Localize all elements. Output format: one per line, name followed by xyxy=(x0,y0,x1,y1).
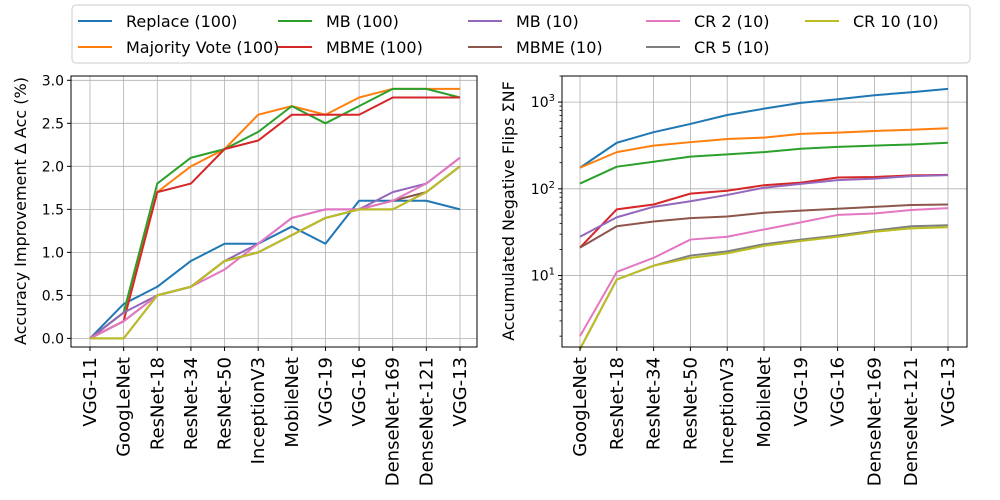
legend-entry: CR 5 (10) xyxy=(646,38,769,57)
legend-entry: CR 2 (10) xyxy=(646,12,769,31)
series-line xyxy=(89,199,461,340)
x-tick-label: DenseNet-169 xyxy=(383,357,404,486)
series-line xyxy=(89,156,461,340)
y-tick-label: 101 xyxy=(531,267,555,285)
right-axes-frame xyxy=(561,75,968,348)
series-line xyxy=(89,87,461,340)
x-tick-label: VGG-19 xyxy=(315,357,336,427)
x-tick-label: ResNet-50 xyxy=(215,357,236,450)
right-chart: 101 102 103 GoogLeNet ResNet-18 ResNet-34 Res… xyxy=(499,75,968,486)
legend-label: Replace (100) xyxy=(126,12,237,31)
x-tick-label: ResNet-34 xyxy=(644,357,665,450)
series-line xyxy=(579,173,949,249)
legend-entry: MBME (10) xyxy=(468,38,603,57)
x-tick-label: VGG-13 xyxy=(450,357,471,427)
legend-label: Majority Vote (100) xyxy=(126,38,279,57)
y-tick-label: 103 xyxy=(531,93,555,111)
legend-label: MBME (10) xyxy=(516,38,603,57)
x-tick-label: DenseNet-121 xyxy=(416,357,437,486)
left-y-axis-label: Accuracy Improvement Δ Acc (%) xyxy=(11,77,30,345)
x-tick-label: DenseNet-169 xyxy=(864,357,885,486)
legend-label: CR 5 (10) xyxy=(694,38,769,57)
y-tick-label: 1.0 xyxy=(42,245,64,261)
x-tick-label: ResNet-18 xyxy=(147,357,168,450)
y-tick-label: 0.5 xyxy=(42,288,64,304)
series-line xyxy=(579,207,949,337)
y-tick-label: 0.0 xyxy=(42,331,64,347)
legend-label: MB (100) xyxy=(326,12,399,31)
legend-entry: Replace (100) xyxy=(78,12,237,31)
series-line xyxy=(579,127,949,169)
series-line xyxy=(579,226,949,350)
left-axes-frame xyxy=(70,75,478,348)
legend-entry: CR 10 (10) xyxy=(805,12,939,31)
x-tick-label: ResNet-18 xyxy=(607,357,628,450)
series-line xyxy=(90,165,461,340)
legend-entry: Majority Vote (100) xyxy=(78,38,279,57)
series-line xyxy=(579,174,949,238)
x-tick-label: VGG-16 xyxy=(349,357,370,427)
legend-frame xyxy=(71,4,971,64)
y-tick-label: 2.5 xyxy=(42,116,64,132)
series-line xyxy=(579,203,949,249)
x-tick-label: DenseNet-121 xyxy=(901,357,922,486)
x-tick-label: VGG-11 xyxy=(80,357,101,427)
x-tick-label: VGG-16 xyxy=(828,357,849,427)
x-tick-label: InceptionV3 xyxy=(248,357,269,464)
x-tick-label: MobileNet xyxy=(282,357,303,448)
x-tick-label: MobileNet xyxy=(754,357,775,448)
legend-entry: MBME (100) xyxy=(278,38,423,57)
x-tick-label: GoogLeNet xyxy=(114,357,135,457)
y-tick-label: 2.0 xyxy=(42,159,64,175)
y-tick-label: 102 xyxy=(531,180,555,198)
series-line xyxy=(89,96,460,340)
x-tick-label: ResNet-34 xyxy=(181,357,202,450)
left-chart: 0.0 0.5 1.0 1.5 2.0 2.5 3.0 VGG-11 GoogLeNet Res… xyxy=(11,73,478,486)
legend-label: CR 10 (10) xyxy=(853,12,939,31)
x-tick-label: InceptionV3 xyxy=(717,357,738,464)
y-tick-label: 1.5 xyxy=(42,202,64,218)
right-y-axis-label: Accumulated Negative Flips ΣNF xyxy=(499,81,518,341)
x-tick-label: GoogLeNet xyxy=(570,357,591,457)
x-tick-label: VGG-13 xyxy=(938,357,959,427)
y-tick-label: 3.0 xyxy=(42,73,64,89)
x-tick-label: VGG-19 xyxy=(791,357,812,427)
legend-entry: MB (10) xyxy=(468,12,579,31)
legend-label: CR 2 (10) xyxy=(694,12,769,31)
legend-entry: MB (100) xyxy=(278,12,399,31)
series-line xyxy=(579,141,949,185)
series-line xyxy=(579,87,949,169)
legend-label: MB (10) xyxy=(516,12,579,31)
legend-label: MBME (100) xyxy=(326,38,423,57)
legend: Replace (100) MB (100) MB (10) CR 2 (10) CR … xyxy=(71,4,971,64)
x-tick-label: ResNet-50 xyxy=(680,357,701,450)
